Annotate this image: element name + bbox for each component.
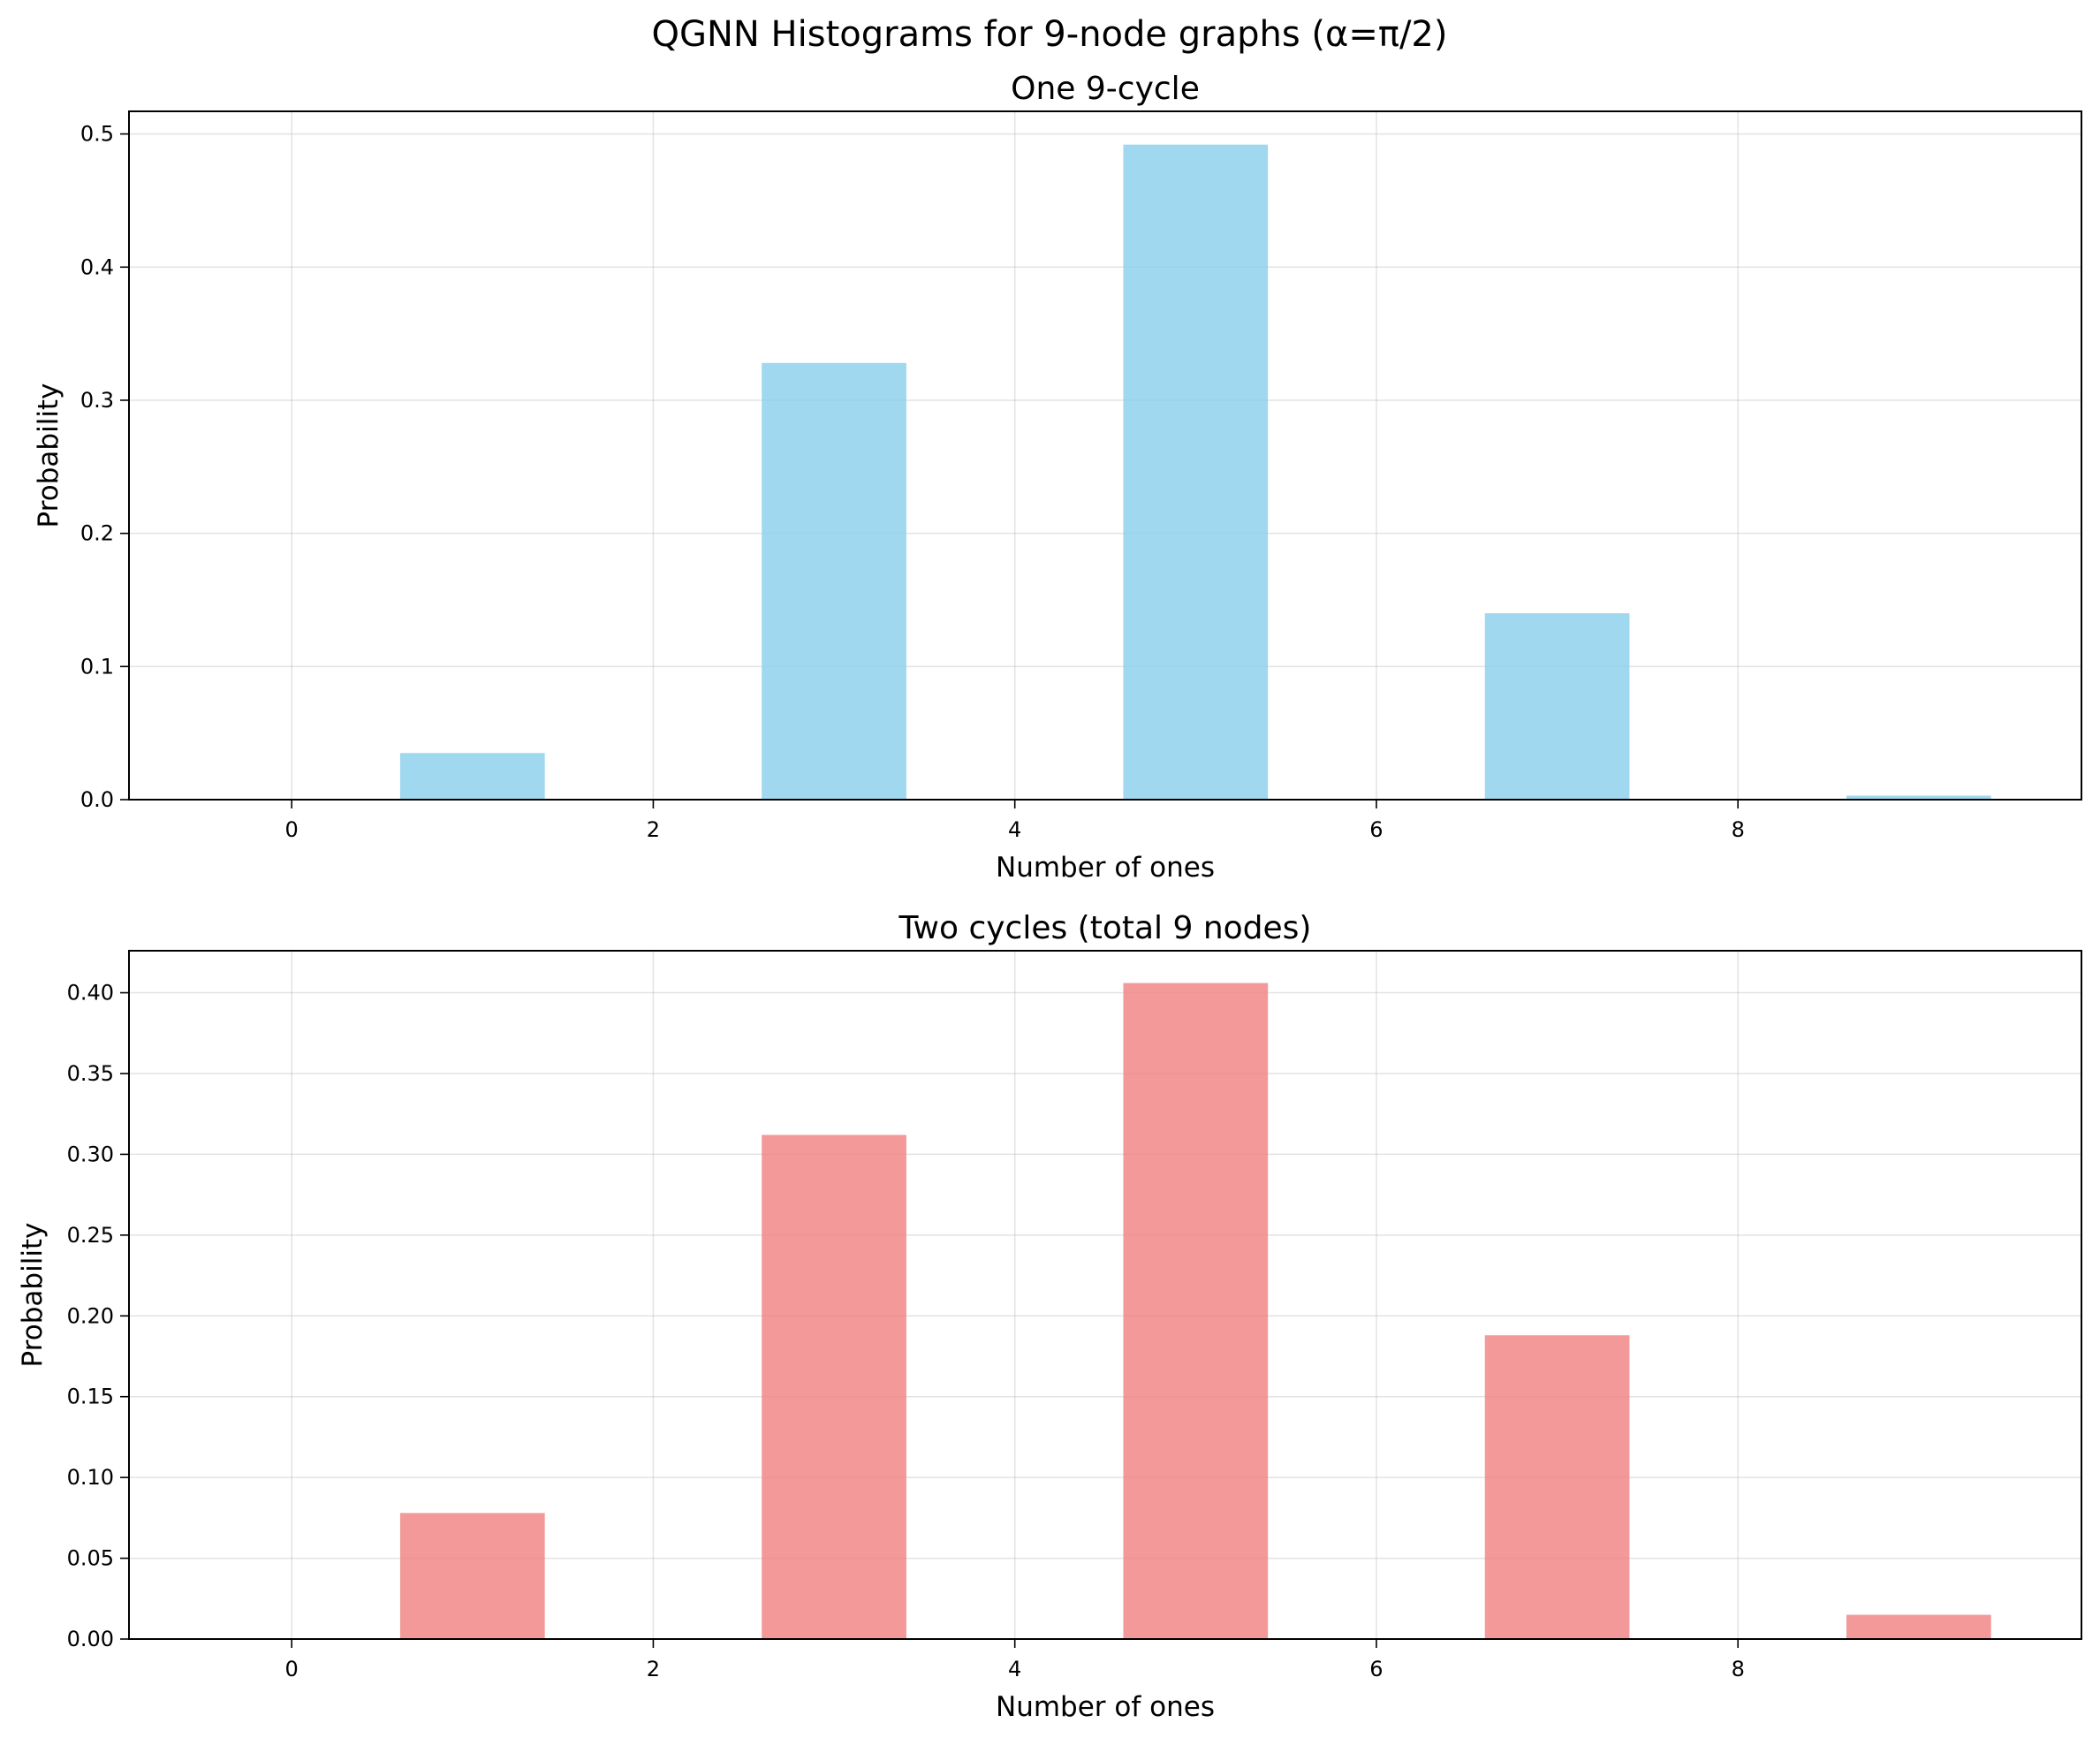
- x-tick-label: 6: [1369, 817, 1383, 842]
- y-tick-label: 0.1: [80, 654, 114, 679]
- y-tick-label: 0.25: [67, 1223, 114, 1248]
- y-tick-label: 0.00: [67, 1627, 114, 1651]
- y-tick-label: 0.15: [67, 1385, 114, 1409]
- x-ticks: 0 2 4 6 8: [285, 1639, 1745, 1681]
- bar-x-3: [762, 362, 906, 800]
- x-tick-label: 4: [1008, 817, 1021, 842]
- x-axis-label: Number of ones: [996, 1691, 1215, 1723]
- bar-x-1: [399, 753, 545, 800]
- bar-x-7: [1484, 1335, 1630, 1639]
- subplot-one-9-cycle: 0 2 4 6 8 0.0 0.1 0.2 0.3 0.4 0.5 One 9-cycle Num…: [33, 71, 2082, 884]
- y-tick-label: 0.35: [67, 1061, 114, 1086]
- x-axis-label: Number of ones: [996, 852, 1215, 884]
- bar-x-9: [1846, 1614, 1991, 1639]
- bar-x-9: [1846, 795, 1991, 800]
- y-ticks: 0.00 0.05 0.10 0.15 0.20 0.25 0.30 0.35 0.40: [67, 981, 129, 1651]
- y-axis-label: Probability: [33, 383, 64, 528]
- x-tick-label: 2: [647, 1657, 660, 1681]
- bar-x-7: [1484, 613, 1630, 800]
- y-tick-label: 0.30: [67, 1142, 114, 1166]
- y-tick-label: 0.5: [80, 122, 114, 147]
- bar-x-3: [762, 1135, 906, 1639]
- axes-frame: [128, 110, 2082, 801]
- bars: [399, 983, 1991, 1639]
- x-tick-label: 8: [1732, 1657, 1745, 1681]
- bars: [399, 144, 1991, 800]
- x-ticks: 0 2 4 6 8: [285, 800, 1745, 842]
- subplot-title: One 9-cycle: [1011, 71, 1200, 107]
- y-ticks: 0.0 0.1 0.2 0.3 0.4 0.5: [80, 122, 129, 812]
- x-tick-label: 8: [1732, 817, 1745, 842]
- y-tick-label: 0.10: [67, 1465, 114, 1490]
- y-tick-label: 0.40: [67, 981, 114, 1006]
- y-tick-label: 0.20: [67, 1303, 114, 1328]
- y-axis-label: Probability: [17, 1223, 49, 1368]
- x-tick-label: 4: [1008, 1657, 1021, 1681]
- y-tick-label: 0.3: [80, 388, 114, 413]
- axes-frame: [128, 950, 2082, 1640]
- x-tick-label: 0: [285, 1657, 299, 1681]
- figure-suptitle: QGNN Histograms for 9-node graphs (α=π/2…: [652, 14, 1448, 55]
- y-tick-label: 0.0: [80, 787, 114, 812]
- bar-x-5: [1123, 144, 1269, 800]
- x-tick-label: 0: [285, 817, 299, 842]
- bar-x-1: [399, 1513, 545, 1639]
- grid-lines: [129, 111, 2081, 801]
- subplot-title: Two cycles (total 9 nodes): [898, 910, 1312, 946]
- y-tick-label: 0.2: [80, 521, 114, 546]
- y-tick-label: 0.05: [67, 1546, 114, 1571]
- bar-x-5: [1123, 983, 1269, 1639]
- x-tick-label: 6: [1369, 1657, 1383, 1681]
- x-tick-label: 2: [647, 817, 660, 842]
- y-tick-label: 0.4: [80, 254, 114, 279]
